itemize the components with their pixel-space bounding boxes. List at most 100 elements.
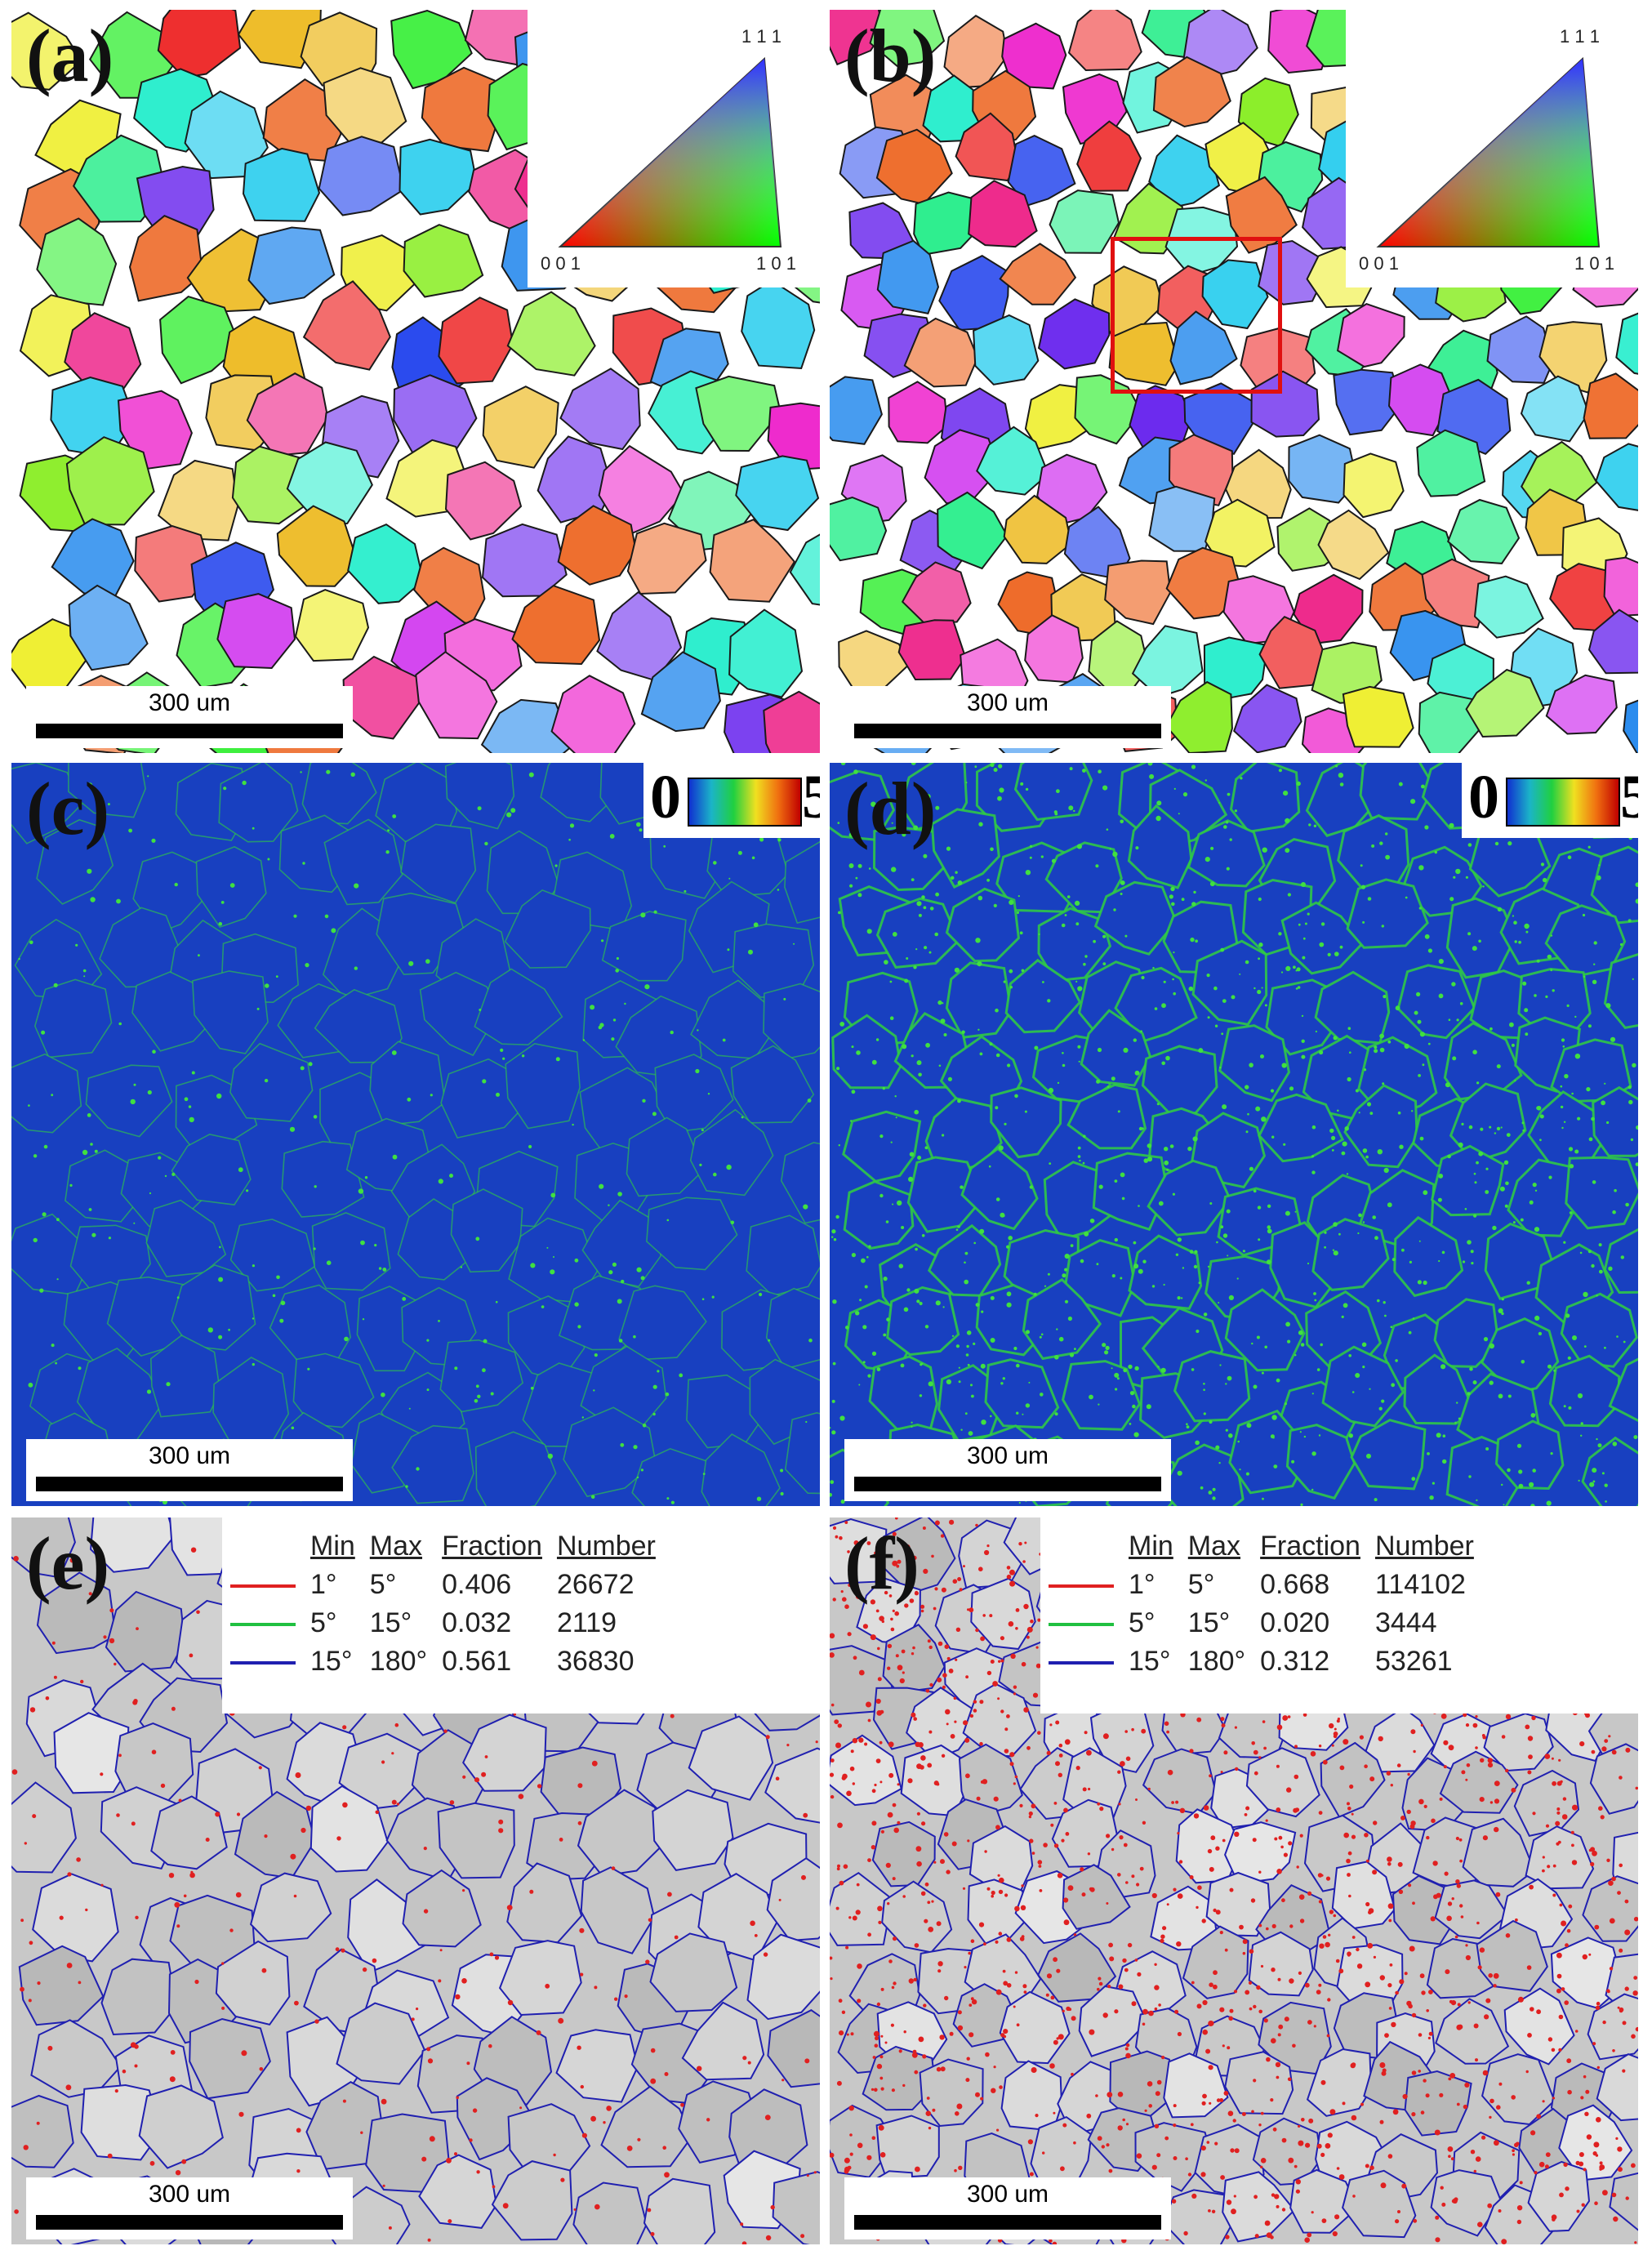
grain bbox=[482, 385, 559, 469]
lagb-dot bbox=[1035, 2114, 1039, 2118]
lagb-dot bbox=[956, 2103, 963, 2110]
lagb-dot bbox=[1258, 1756, 1262, 1759]
kam-spot bbox=[1311, 1170, 1316, 1174]
kam-spot bbox=[617, 1299, 622, 1304]
lagb-dot bbox=[611, 1866, 616, 1870]
legend-max: 180° bbox=[1187, 1646, 1246, 1677]
kam-spot bbox=[1550, 969, 1553, 972]
lagb-dot bbox=[492, 2185, 496, 2189]
lagb-dot bbox=[908, 1978, 914, 1984]
kam-spot bbox=[1214, 1024, 1218, 1027]
kam-spot bbox=[1267, 1228, 1272, 1234]
kam-spot bbox=[1349, 1051, 1351, 1054]
grain bbox=[709, 519, 796, 603]
kam-spot bbox=[189, 1116, 194, 1123]
kam-spot bbox=[1383, 995, 1387, 999]
kam-spot bbox=[1383, 1167, 1389, 1174]
kam-spot bbox=[1561, 1126, 1564, 1130]
lagb-dot bbox=[1339, 1765, 1345, 1771]
lagb-dot bbox=[1373, 1955, 1376, 1959]
kam-spot bbox=[1316, 1368, 1320, 1371]
lagb-dot bbox=[1189, 1875, 1194, 1879]
lagb-dot bbox=[1082, 1787, 1087, 1792]
kam-spot bbox=[1418, 907, 1422, 910]
lagb-dot bbox=[1142, 2022, 1146, 2026]
lagb-dot bbox=[952, 1579, 958, 1584]
lagb-dot bbox=[1463, 1713, 1467, 1718]
kam-spot bbox=[1319, 1050, 1324, 1055]
lagb-dot bbox=[1594, 1924, 1600, 1930]
lagb-dot bbox=[997, 1697, 1000, 1700]
lagb-dot bbox=[1122, 1958, 1127, 1963]
lagb-dot bbox=[955, 2111, 960, 2116]
kam-spot bbox=[149, 1192, 152, 1195]
kam-spot bbox=[1362, 1148, 1368, 1153]
kam-spot bbox=[216, 1093, 222, 1099]
lagb-dot bbox=[1125, 2052, 1131, 2059]
lagb-dot bbox=[1527, 1770, 1532, 1775]
grain bbox=[766, 1856, 820, 1942]
lagb-dot bbox=[116, 1813, 120, 1817]
kam-spot bbox=[601, 939, 604, 943]
kam-spot bbox=[416, 1467, 420, 1471]
kam-spot bbox=[636, 822, 641, 827]
lagb-dot bbox=[1456, 2102, 1460, 2106]
lagb-dot bbox=[937, 1677, 942, 1682]
kam-spot bbox=[87, 1113, 91, 1117]
lagb-dot bbox=[1436, 1892, 1441, 1898]
lagb-dot bbox=[902, 1895, 906, 1898]
kam-spot bbox=[1496, 1126, 1501, 1131]
lagb-dot bbox=[1196, 1905, 1199, 1910]
lagb-dot bbox=[1058, 1772, 1062, 1777]
lagb-dot bbox=[134, 2064, 138, 2068]
grain bbox=[1494, 1419, 1565, 1491]
grain bbox=[1434, 1879, 1509, 1940]
kam-spot bbox=[966, 1330, 972, 1335]
lagb-dot bbox=[923, 1568, 928, 1574]
grain bbox=[1343, 1084, 1418, 1169]
lagb-dot bbox=[1402, 2093, 1408, 2100]
kam-spot bbox=[993, 903, 997, 907]
grain bbox=[11, 1781, 77, 1874]
kam-spot bbox=[1320, 1343, 1323, 1347]
kam-spot bbox=[1258, 897, 1262, 902]
lagb-dot bbox=[559, 1838, 563, 1842]
lagb-dot bbox=[878, 1920, 882, 1924]
kam-spot bbox=[1034, 1045, 1039, 1050]
kam-spot bbox=[1173, 951, 1175, 954]
kam-spot bbox=[1054, 1412, 1058, 1416]
kam-spot bbox=[276, 1275, 280, 1280]
kam-spot bbox=[1560, 1085, 1563, 1088]
lagb-dot bbox=[1196, 1717, 1202, 1722]
lagb-dot bbox=[1263, 2018, 1268, 2023]
grain bbox=[403, 224, 484, 298]
grain bbox=[421, 66, 498, 153]
lagb-dot bbox=[1213, 1908, 1217, 1913]
lagb-dot bbox=[786, 1744, 790, 1747]
kam-spot bbox=[1427, 948, 1432, 953]
grain bbox=[1250, 370, 1320, 438]
lagb-dot bbox=[1208, 2021, 1214, 2026]
grain bbox=[1527, 2160, 1591, 2232]
lagb-dot bbox=[264, 1834, 268, 1838]
lagb-dot bbox=[1615, 2137, 1619, 2140]
lagb-dot bbox=[1289, 1924, 1294, 1928]
kam-spot bbox=[1635, 898, 1638, 904]
kam-spot bbox=[990, 1415, 992, 1418]
lagb-dot bbox=[11, 1769, 18, 1775]
lagb-dot bbox=[1050, 1995, 1055, 2000]
kam-spot bbox=[1521, 1121, 1525, 1125]
lagb-dot bbox=[455, 1994, 461, 2000]
kam-spot bbox=[176, 1296, 180, 1299]
grain bbox=[505, 1042, 581, 1130]
kam-spot bbox=[350, 772, 355, 777]
grain bbox=[1359, 763, 1436, 821]
lagb-dot bbox=[1607, 1990, 1610, 1994]
lagb-dot bbox=[1547, 2037, 1553, 2042]
kam-spot bbox=[1245, 1085, 1249, 1090]
lagb-dot bbox=[991, 1890, 995, 1896]
kam-spot bbox=[1421, 784, 1425, 789]
lagb-dot bbox=[1421, 1990, 1426, 1995]
legend-fraction: 0.032 bbox=[442, 1607, 512, 1638]
lagb-dot bbox=[830, 2152, 835, 2158]
